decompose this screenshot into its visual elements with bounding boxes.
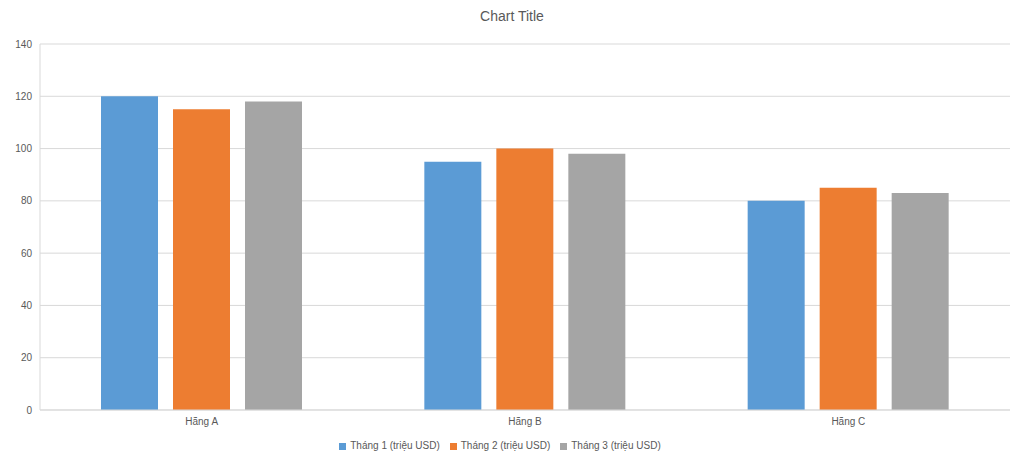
svg-text:Hãng C: Hãng C xyxy=(831,416,865,427)
svg-text:80: 80 xyxy=(21,195,33,206)
html-text:Tháng 1 (triệu USD): Tháng 1 (triệu USD) xyxy=(350,440,440,451)
html-text:Chart Title: Chart Title xyxy=(480,8,544,24)
svg-text:Hãng A: Hãng A xyxy=(185,416,218,427)
svg-text:Hãng B: Hãng B xyxy=(508,416,542,427)
svg-text:120: 120 xyxy=(15,91,32,102)
svg-text:60: 60 xyxy=(21,248,33,259)
svg-text:100: 100 xyxy=(15,143,32,154)
svg-text:0: 0 xyxy=(26,405,32,416)
svg-text:140: 140 xyxy=(15,39,32,50)
svg-text:20: 20 xyxy=(21,352,33,363)
html-text:Tháng 2 (triệu USD): Tháng 2 (triệu USD) xyxy=(460,440,551,451)
svg-text:40: 40 xyxy=(21,300,33,311)
html-text:Tháng 3 (triệu USD): Tháng 3 (triệu USD) xyxy=(571,440,661,451)
